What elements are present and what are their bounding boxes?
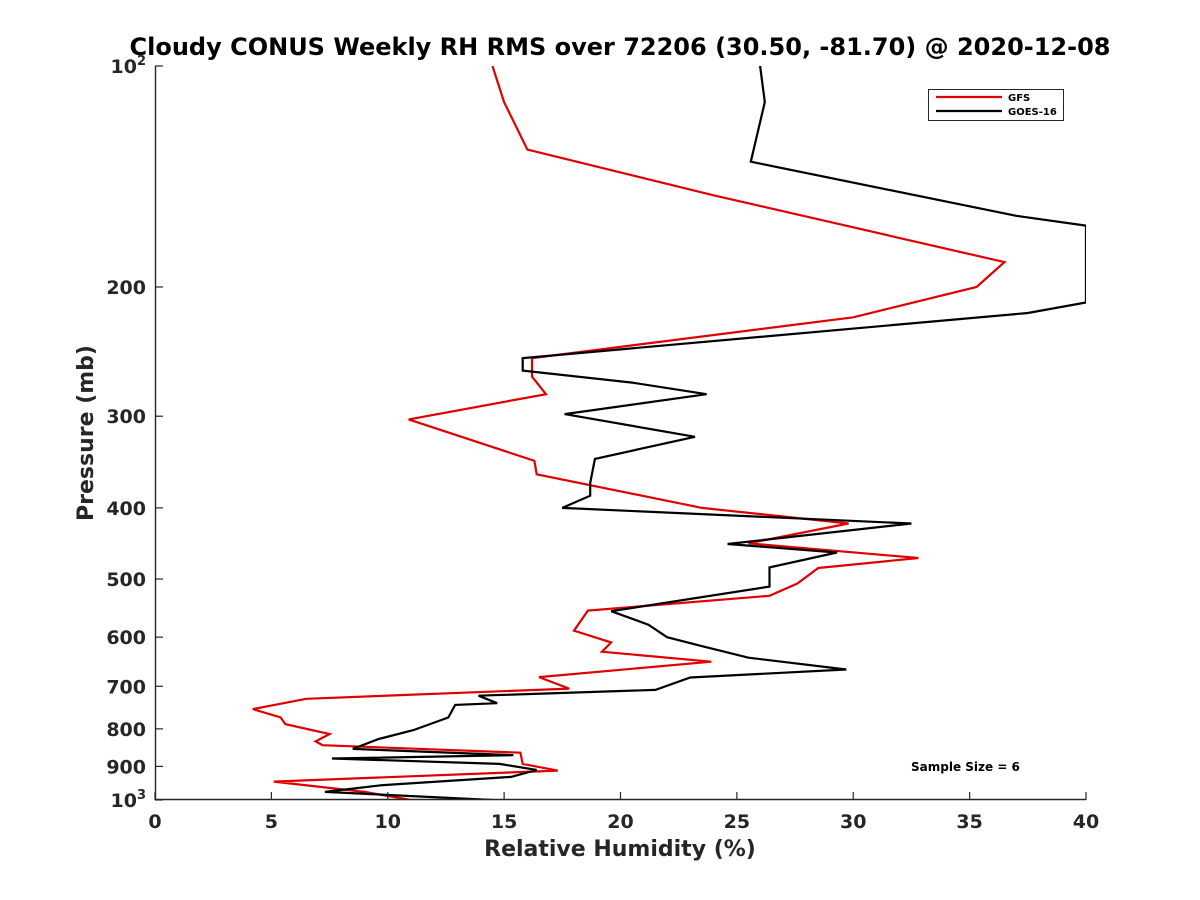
y-tick-label: 500 bbox=[106, 569, 146, 591]
x-tick-label: 10 bbox=[375, 811, 401, 833]
x-tick-label: 15 bbox=[491, 811, 517, 833]
series-line-goes16 bbox=[324, 66, 1086, 800]
y-tick-label: 600 bbox=[106, 627, 146, 649]
x-tick-label: 20 bbox=[607, 811, 633, 833]
y-tick-label: 400 bbox=[106, 498, 146, 520]
y-tick-label: 300 bbox=[106, 406, 146, 428]
y-ticks: 102 200 300 400 500 600 700 800 900 103 bbox=[106, 54, 163, 812]
y-tick-label: 102 bbox=[111, 54, 147, 78]
x-tick-label: 5 bbox=[265, 811, 278, 833]
sample-size-annotation: Sample Size = 6 bbox=[911, 760, 1020, 774]
series-layer bbox=[252, 66, 1086, 800]
legend-label-gfs: GFS bbox=[1008, 93, 1030, 104]
x-tick-label: 30 bbox=[840, 811, 866, 833]
axes-layer bbox=[154, 66, 1086, 801]
y-tick-label: 200 bbox=[106, 277, 146, 299]
x-tick-label: 35 bbox=[956, 811, 982, 833]
y-tick-label: 700 bbox=[106, 676, 146, 698]
x-axis-label: Relative Humidity (%) bbox=[484, 837, 756, 862]
x-tick-label: 25 bbox=[724, 811, 750, 833]
x-tick-label: 40 bbox=[1073, 811, 1099, 833]
y-tick-label: 800 bbox=[106, 719, 146, 741]
y-axis-label: Pressure (mb) bbox=[74, 345, 99, 521]
y-tick-label: 103 bbox=[111, 788, 147, 812]
x-tick-label: 0 bbox=[148, 811, 161, 833]
legend: GFS GOES-16 bbox=[928, 89, 1064, 121]
chart-title: Cloudy CONUS Weekly RH RMS over 72206 (3… bbox=[130, 33, 1111, 61]
series-line-gfs bbox=[252, 66, 1007, 800]
x-ticks: 0 5 10 15 20 25 30 35 40 bbox=[148, 792, 1099, 833]
legend-label-goes16: GOES-16 bbox=[1008, 107, 1057, 118]
legend-box bbox=[928, 89, 1064, 121]
y-tick-label: 900 bbox=[106, 756, 146, 778]
